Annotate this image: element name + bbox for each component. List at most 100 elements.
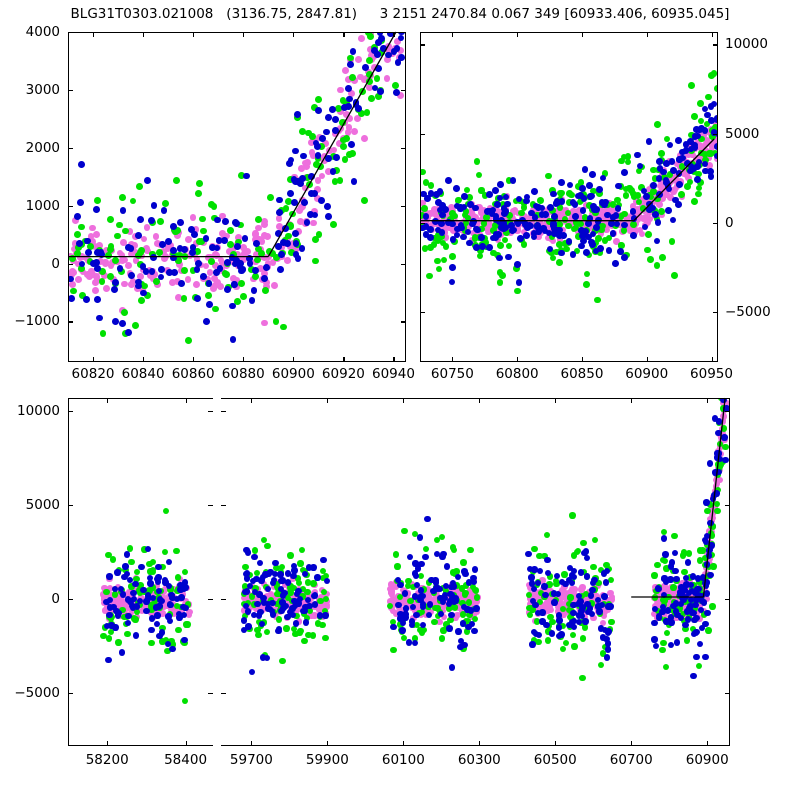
xtick-label: 60840 <box>121 366 165 382</box>
data-point <box>279 599 286 606</box>
data-point <box>547 204 554 211</box>
data-point <box>433 257 441 265</box>
data-point <box>298 245 306 253</box>
data-point <box>492 187 500 194</box>
data-point <box>420 190 427 198</box>
data-point <box>159 603 167 610</box>
data-point <box>119 591 127 598</box>
data-point <box>189 214 197 222</box>
data-point <box>323 601 330 608</box>
data-point <box>538 204 546 212</box>
data-point <box>695 170 702 178</box>
data-point <box>621 169 628 176</box>
data-point <box>165 559 172 566</box>
data-point <box>237 260 244 267</box>
data-point <box>105 635 113 642</box>
data-point <box>298 546 306 554</box>
data-point <box>237 267 245 275</box>
data-point <box>187 226 195 234</box>
data-point <box>244 549 252 556</box>
data-point <box>162 199 169 207</box>
data-point <box>304 588 311 596</box>
data-point <box>254 569 261 577</box>
data-point <box>205 279 213 287</box>
data-point <box>473 221 480 229</box>
data-point <box>471 235 479 243</box>
xtick-label: 60900 <box>685 752 729 768</box>
data-point <box>391 82 399 90</box>
data-point <box>658 150 665 157</box>
data-point <box>176 251 184 259</box>
data-point <box>366 46 374 53</box>
x-tick <box>193 357 195 362</box>
data-point <box>79 291 86 299</box>
data-point <box>264 542 271 550</box>
data-point <box>481 234 488 242</box>
data-point <box>245 623 252 630</box>
data-point <box>701 160 709 168</box>
data-point <box>251 272 259 280</box>
data-point <box>448 204 455 211</box>
data-point <box>170 610 178 618</box>
data-point <box>609 229 617 237</box>
data-point <box>355 104 363 112</box>
data-point <box>550 224 558 232</box>
data-point <box>284 598 291 605</box>
x-tick-top <box>243 32 245 37</box>
data-point <box>253 250 261 258</box>
data-point <box>345 124 353 132</box>
data-point <box>473 158 481 165</box>
data-point <box>116 265 124 272</box>
data-point <box>332 116 340 123</box>
data-point <box>629 203 637 210</box>
data-point <box>141 282 148 290</box>
data-point <box>280 604 287 611</box>
xtick-label: 60100 <box>381 752 425 768</box>
data-point <box>579 185 586 192</box>
data-point <box>691 198 698 205</box>
data-point <box>261 274 268 282</box>
data-point <box>258 577 265 584</box>
panel-top-left <box>68 31 406 362</box>
data-point <box>674 201 682 208</box>
data-point <box>705 154 713 162</box>
data-point <box>181 246 188 254</box>
data-point <box>269 259 277 267</box>
data-point <box>571 201 579 209</box>
data-point <box>377 48 385 56</box>
data-point <box>390 47 398 55</box>
data-point <box>212 305 220 313</box>
data-point <box>248 668 256 676</box>
data-point <box>150 558 157 565</box>
data-point <box>318 172 326 180</box>
data-point <box>74 213 81 221</box>
data-point <box>100 632 107 640</box>
data-point <box>681 170 688 178</box>
data-point <box>573 247 581 255</box>
data-point <box>656 165 664 172</box>
data-point <box>296 217 304 225</box>
data-point <box>256 264 264 272</box>
x-tick <box>403 741 405 746</box>
data-point <box>361 64 369 71</box>
x-tick <box>646 357 648 362</box>
data-point <box>277 585 285 593</box>
data-point <box>331 178 339 186</box>
data-point <box>157 609 165 616</box>
data-point <box>166 268 174 276</box>
data-point <box>387 581 395 588</box>
data-point <box>282 224 289 232</box>
data-point <box>460 233 467 241</box>
data-point <box>556 189 564 197</box>
data-point <box>378 35 386 43</box>
data-point <box>168 637 175 644</box>
data-point <box>102 285 110 293</box>
data-point <box>697 144 704 151</box>
data-point <box>593 224 600 231</box>
data-point <box>501 236 509 244</box>
data-point <box>157 266 165 274</box>
data-point <box>701 105 709 113</box>
y-tick <box>420 222 425 224</box>
data-point <box>558 198 566 205</box>
data-point <box>214 278 222 286</box>
